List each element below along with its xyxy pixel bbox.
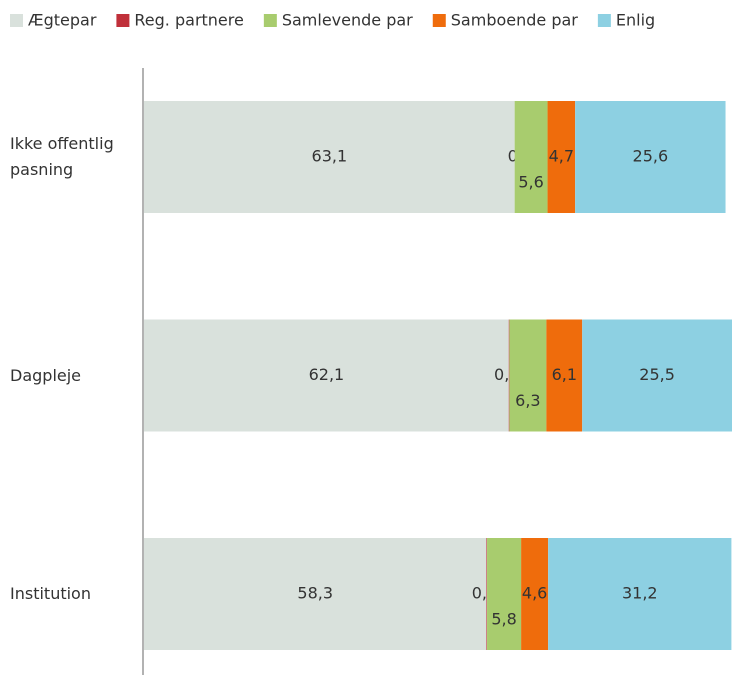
value-label: 6,3 — [515, 391, 540, 410]
legend-swatch — [432, 14, 446, 27]
legend-swatch — [10, 14, 23, 27]
value-label: 31,2 — [622, 584, 658, 603]
bar-segment — [144, 538, 487, 650]
value-label: 58,3 — [297, 584, 333, 603]
value-label: 0 — [508, 147, 518, 166]
legend-label: Samlevende par — [282, 11, 413, 30]
value-label: 5,6 — [518, 173, 543, 192]
value-label: 5,8 — [491, 610, 516, 629]
value-label: 4,6 — [522, 584, 547, 603]
bar-segment — [486, 538, 488, 650]
bar-segment — [487, 538, 522, 650]
bar-segment — [548, 538, 732, 650]
legend-label: Ægtepar — [28, 11, 97, 30]
bar-segment — [521, 538, 549, 650]
value-label: 25,6 — [633, 147, 669, 166]
legend-swatch — [597, 14, 611, 27]
bar-segment — [144, 101, 515, 213]
bar-segment — [514, 101, 548, 213]
value-label: 62,1 — [309, 365, 345, 384]
bar-segment — [144, 319, 509, 432]
bar-segment — [508, 319, 510, 432]
bar-segment — [546, 319, 583, 432]
bar-segment — [509, 319, 547, 432]
value-label: 63,1 — [312, 147, 348, 166]
value-label: 25,5 — [639, 365, 675, 384]
bar-segment — [575, 101, 726, 213]
bar-segment — [547, 101, 576, 213]
value-label: 6,1 — [552, 365, 577, 384]
legend-label: Reg. partnere — [134, 11, 243, 30]
legend-label: Enlig — [616, 11, 655, 30]
legend-swatch — [263, 14, 277, 27]
legend-swatch — [116, 14, 130, 27]
category-label: Institution — [10, 584, 91, 603]
value-label: 4,7 — [549, 147, 574, 166]
category-label: Dagpleje — [10, 365, 82, 385]
category-label: Ikke offentlig pasning — [10, 134, 114, 179]
legend-label: Samboende par — [451, 11, 579, 30]
bar-segment — [582, 319, 732, 432]
